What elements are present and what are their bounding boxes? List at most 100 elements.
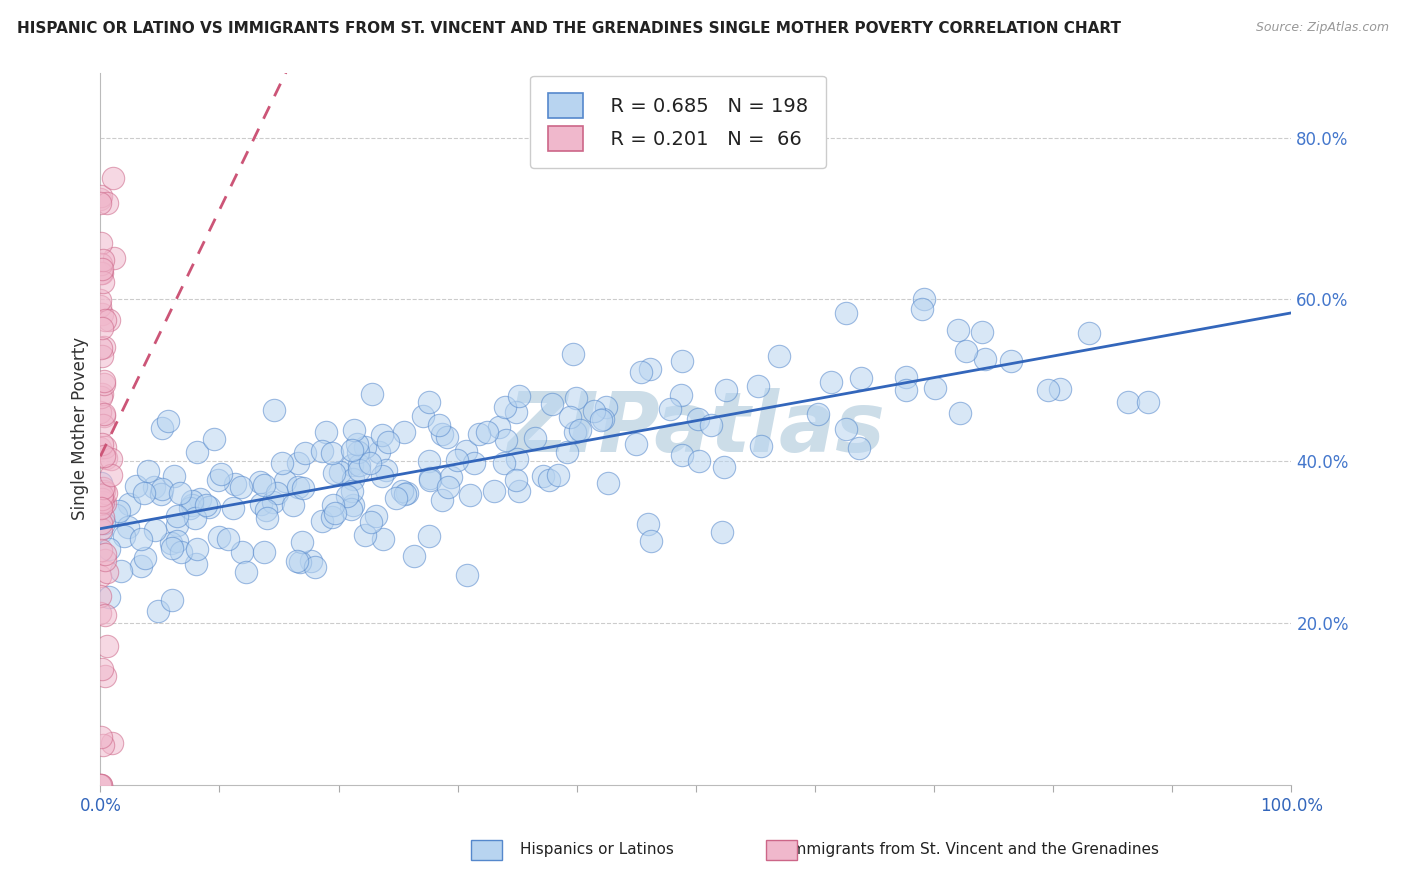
Point: [807, 407, 830, 421]
Point: [235, 565, 257, 579]
Point: [285, 554, 308, 568]
Point: [323, 466, 346, 480]
Point: [591, 413, 613, 427]
Point: [93, 440, 115, 454]
Point: [90, 189, 112, 203]
Point: [112, 529, 135, 543]
Point: [184, 511, 207, 525]
Point: [291, 534, 314, 549]
Point: [91, 266, 114, 280]
Point: [375, 462, 398, 476]
Point: [224, 477, 246, 491]
Point: [89, 404, 111, 418]
Point: [118, 497, 141, 511]
Point: [97, 542, 120, 557]
Point: [262, 495, 284, 509]
Point: [595, 400, 617, 414]
Point: [90, 266, 112, 280]
Point: [492, 456, 515, 470]
Point: [430, 427, 453, 442]
Point: [454, 443, 477, 458]
Point: [89, 606, 111, 620]
Point: [166, 508, 188, 523]
Point: [90, 501, 112, 516]
Point: [637, 516, 659, 531]
Point: [93, 374, 115, 388]
Point: [100, 451, 122, 466]
Point: [640, 534, 662, 549]
Point: [186, 444, 208, 458]
Point: [89, 299, 111, 313]
Point: [321, 446, 343, 460]
Point: [117, 520, 139, 534]
Point: [90, 778, 112, 792]
Point: [768, 349, 790, 363]
Point: [322, 499, 344, 513]
Point: [89, 195, 111, 210]
Point: [93, 340, 115, 354]
Point: [598, 475, 620, 490]
Point: [91, 510, 114, 524]
Point: [391, 484, 413, 499]
Point: [90, 522, 112, 536]
Point: [1136, 395, 1159, 409]
Point: [96, 566, 118, 580]
Point: [494, 400, 516, 414]
Text: Source: ZipAtlas.com: Source: ZipAtlas.com: [1256, 21, 1389, 35]
Point: [90, 235, 112, 250]
Point: [274, 475, 297, 489]
Point: [437, 480, 460, 494]
Point: [347, 444, 370, 458]
Point: [207, 473, 229, 487]
Point: [418, 394, 440, 409]
Point: [456, 568, 478, 582]
Point: [353, 528, 375, 542]
Point: [1036, 383, 1059, 397]
Point: [90, 778, 112, 792]
Point: [253, 477, 276, 491]
Point: [94, 313, 117, 327]
Point: [150, 482, 173, 496]
Point: [160, 593, 183, 607]
Point: [851, 371, 873, 385]
Point: [249, 475, 271, 490]
Point: [371, 532, 394, 546]
Point: [924, 381, 946, 395]
Point: [271, 456, 294, 470]
Point: [143, 523, 166, 537]
Point: [91, 307, 114, 321]
Point: [91, 491, 114, 506]
Point: [108, 504, 131, 518]
Point: [353, 440, 375, 454]
Point: [427, 417, 450, 432]
Point: [169, 485, 191, 500]
Point: [134, 551, 156, 566]
Legend:   R = 0.685   N = 198,   R = 0.201   N =  66: R = 0.685 N = 198, R = 0.201 N = 66: [530, 76, 825, 169]
Point: [202, 432, 225, 446]
Point: [90, 516, 112, 531]
Point: [671, 448, 693, 462]
Point: [91, 495, 114, 509]
Point: [419, 470, 441, 484]
Point: [281, 498, 304, 512]
Point: [564, 425, 586, 439]
Point: [89, 778, 111, 792]
Point: [299, 554, 322, 568]
Point: [835, 422, 858, 436]
Point: [89, 589, 111, 603]
Text: Hispanics or Latinos: Hispanics or Latinos: [520, 842, 673, 856]
Point: [671, 353, 693, 368]
Point: [669, 388, 692, 402]
Point: [364, 508, 387, 523]
Point: [342, 498, 364, 512]
Point: [659, 402, 682, 417]
Point: [222, 501, 245, 516]
Point: [973, 352, 995, 367]
Point: [103, 251, 125, 265]
Point: [150, 487, 173, 501]
Point: [394, 487, 416, 501]
Point: [96, 195, 118, 210]
Point: [94, 486, 117, 500]
Point: [97, 590, 120, 604]
Point: [329, 465, 352, 479]
